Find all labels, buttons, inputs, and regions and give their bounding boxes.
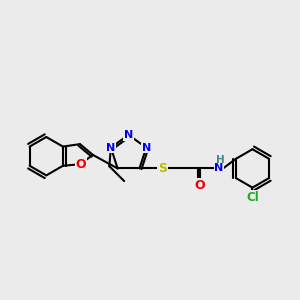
Text: O: O [76, 158, 86, 171]
Text: N: N [142, 143, 151, 153]
Text: N: N [214, 164, 224, 173]
Text: N: N [106, 143, 116, 153]
Text: O: O [194, 179, 205, 192]
Text: N: N [124, 130, 133, 140]
Text: Cl: Cl [246, 191, 259, 204]
Text: H: H [216, 155, 225, 165]
Text: S: S [158, 162, 167, 175]
